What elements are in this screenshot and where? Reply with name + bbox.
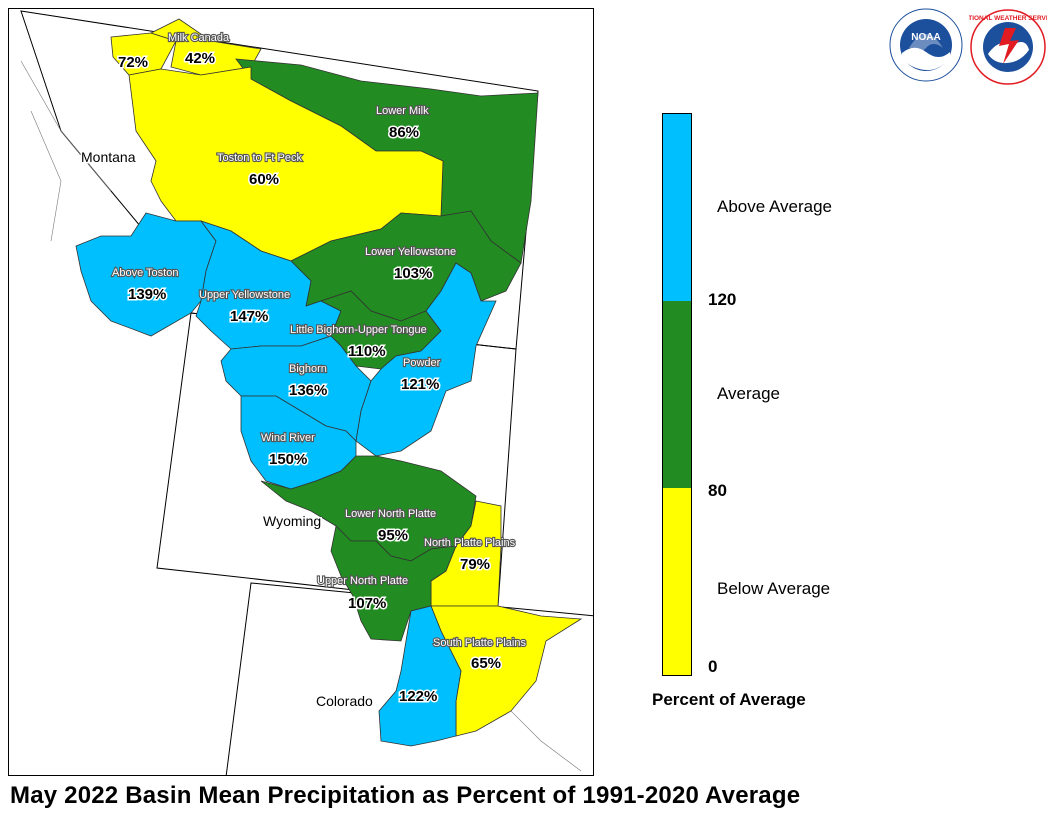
noaa-logo-text: NOAA bbox=[911, 32, 940, 43]
basin-percent: 72% bbox=[118, 54, 148, 71]
basin-name: Above Toston bbox=[112, 267, 178, 279]
nws-logo: NATIONAL WEATHER SERVICE bbox=[969, 9, 1047, 85]
basin-name: Powder bbox=[403, 357, 441, 369]
basin-name: Milk Canada bbox=[168, 32, 230, 44]
legend-label-above: Above Average bbox=[717, 197, 832, 216]
basin-south-platte-mountains[interactable] bbox=[378, 605, 462, 747]
basin-percent: 150% bbox=[269, 451, 307, 468]
basin-percent: 136% bbox=[289, 382, 327, 399]
basin-percent: 122% bbox=[399, 688, 437, 705]
basin-percent: 65% bbox=[471, 655, 501, 672]
legend-title: Percent of Average bbox=[652, 690, 806, 709]
state-label-montana: Montana bbox=[81, 149, 136, 165]
basin-percent: 107% bbox=[348, 595, 386, 612]
nws-logo-ring-text: NATIONAL WEATHER SERVICE bbox=[969, 15, 1047, 22]
basin-map-svg: Montana Wyoming Colorado 72% Milk Canada… bbox=[20, 10, 593, 775]
basin-percent: 95% bbox=[378, 527, 408, 544]
basin-percent: 147% bbox=[230, 308, 268, 325]
basin-percent: 60% bbox=[249, 171, 279, 188]
legend-tick-120: 120 bbox=[708, 290, 737, 309]
state-label-colorado: Colorado bbox=[316, 693, 373, 709]
basin-name: Lower North Platte bbox=[345, 508, 436, 520]
county-line bbox=[20, 60, 112, 192]
basin-percent: 42% bbox=[185, 50, 215, 67]
basin-upper-north-platte[interactable] bbox=[330, 525, 457, 642]
state-labels: Montana Wyoming Colorado bbox=[80, 148, 375, 711]
basin-name: Toston to Ft Peck bbox=[217, 152, 302, 164]
legend-label-below: Below Average bbox=[717, 579, 831, 598]
page-title: May 2022 Basin Mean Precipitation as Per… bbox=[10, 782, 801, 809]
legend-band-above bbox=[663, 114, 691, 301]
basin-percent: 79% bbox=[460, 556, 490, 573]
basin-name: Bighorn bbox=[289, 363, 327, 375]
basin-name: North Platte Plains bbox=[424, 537, 516, 549]
basin-percent: 110% bbox=[348, 343, 386, 360]
basin-name: Upper Yellowstone bbox=[199, 289, 290, 301]
state-label-wyoming: Wyoming bbox=[263, 513, 321, 529]
basin-name: South Platte Plains bbox=[433, 637, 526, 649]
basin-labels: 72% Milk Canada 42% Lower Milk 86% Tosto… bbox=[111, 31, 528, 707]
county-line bbox=[500, 700, 582, 772]
legend-band-below bbox=[663, 488, 691, 675]
basin-percent: 86% bbox=[389, 124, 419, 141]
basin-name: Lower Milk bbox=[376, 105, 429, 117]
basin-name: Upper North Platte bbox=[317, 575, 408, 587]
noaa-logo: NOAA bbox=[889, 8, 963, 82]
basin-percent: 139% bbox=[128, 286, 166, 303]
basin-name: Lower Yellowstone bbox=[365, 246, 456, 258]
basin-name: Little Bighorn-Upper Tongue bbox=[290, 324, 427, 336]
basin-polygons bbox=[75, 18, 583, 747]
basin-map: Montana Wyoming Colorado 72% Milk Canada… bbox=[8, 8, 594, 776]
basin-percent: 121% bbox=[401, 376, 439, 393]
legend-label-average: Average bbox=[717, 384, 781, 403]
legend-tick-0: 0 bbox=[708, 657, 718, 676]
legend-color-bar bbox=[662, 113, 692, 676]
legend-band-average bbox=[663, 301, 691, 488]
county-line bbox=[30, 110, 62, 242]
basin-name: Wind River bbox=[261, 432, 315, 444]
legend-tick-80: 80 bbox=[708, 481, 727, 500]
county-lines bbox=[20, 60, 582, 772]
basin-powder[interactable] bbox=[355, 262, 497, 457]
basin-percent: 103% bbox=[394, 265, 432, 282]
